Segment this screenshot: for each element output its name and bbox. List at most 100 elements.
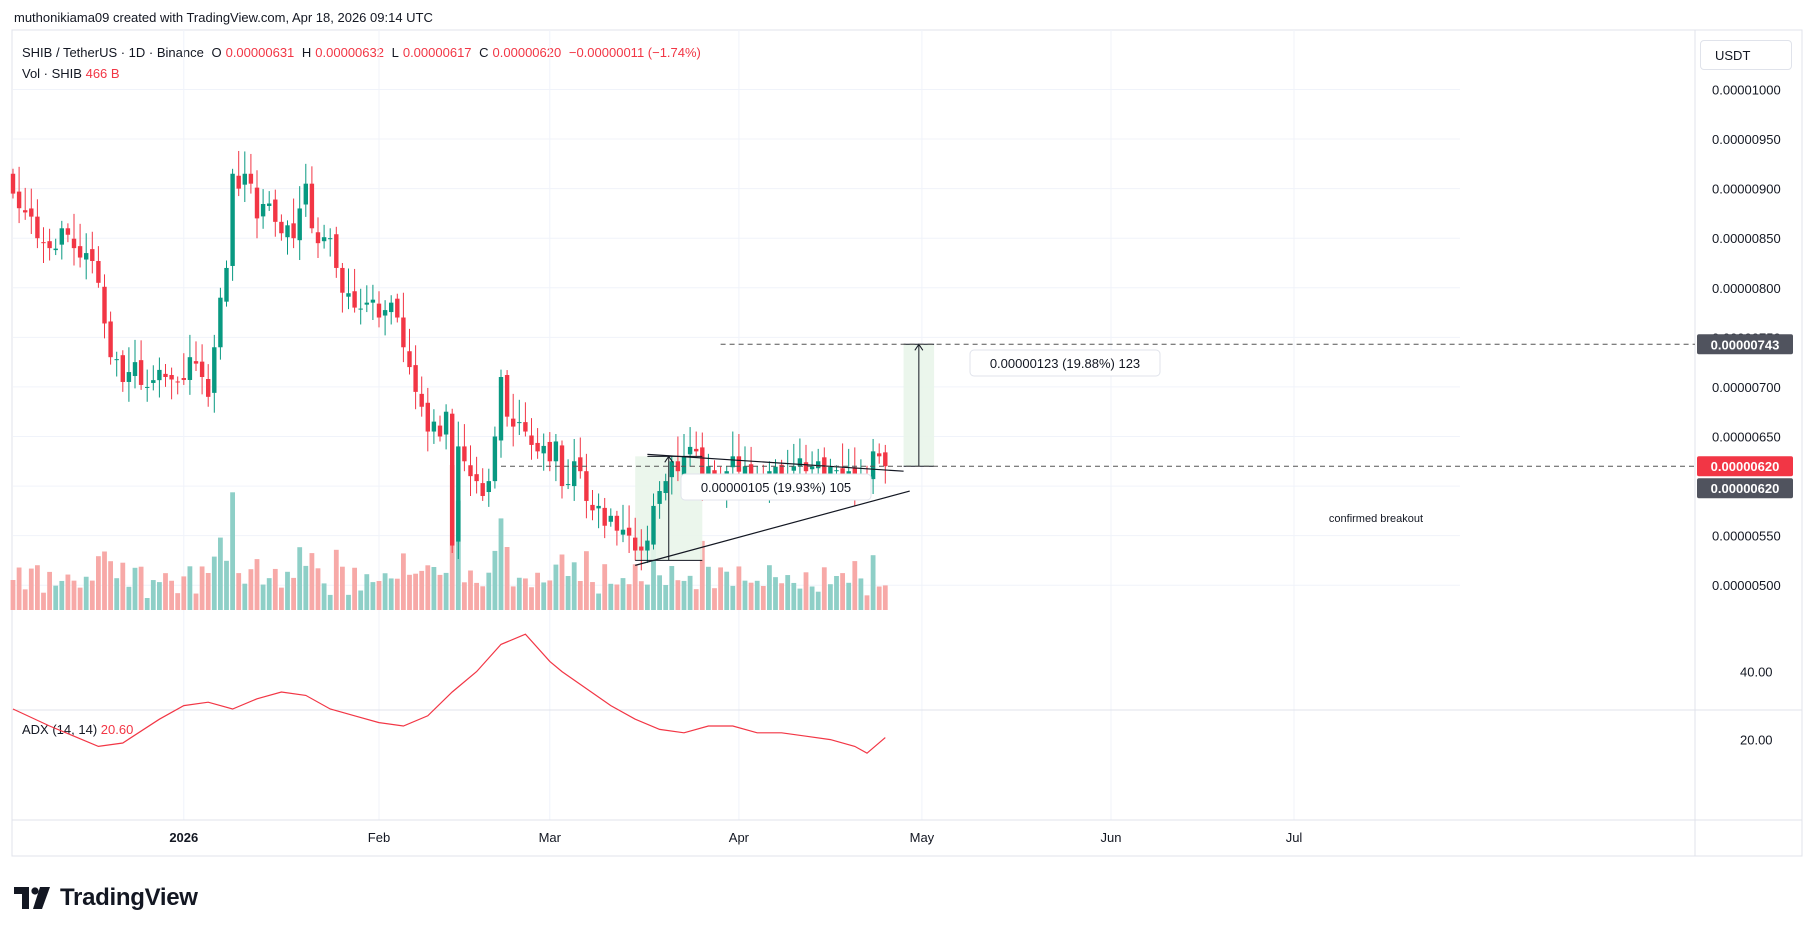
candle-body[interactable]: [450, 413, 455, 546]
volume-label[interactable]: Vol · SHIB: [22, 66, 82, 81]
candle-body[interactable]: [535, 442, 540, 452]
candle-body[interactable]: [816, 461, 821, 469]
candle-body[interactable]: [547, 441, 552, 462]
candle-body[interactable]: [206, 378, 211, 397]
candle-body[interactable]: [657, 491, 662, 504]
candle-body[interactable]: [309, 183, 315, 229]
candle-body[interactable]: [401, 317, 406, 348]
candle-body[interactable]: [437, 425, 443, 437]
candle-body[interactable]: [59, 228, 64, 245]
candle-body[interactable]: [145, 386, 150, 388]
candle-body[interactable]: [157, 369, 162, 381]
candle-body[interactable]: [651, 505, 656, 545]
candle-body[interactable]: [96, 261, 101, 283]
candle-body[interactable]: [132, 362, 138, 377]
candle-body[interactable]: [877, 453, 882, 457]
candle-body[interactable]: [565, 484, 571, 486]
candle-body[interactable]: [364, 302, 369, 305]
triangle-lower-line[interactable]: [635, 490, 910, 566]
candle-body[interactable]: [468, 465, 473, 477]
candle-body[interactable]: [456, 446, 461, 542]
candle-body[interactable]: [376, 303, 382, 318]
candle-body[interactable]: [834, 470, 839, 472]
candle-body[interactable]: [395, 298, 400, 318]
candle-body[interactable]: [687, 446, 693, 455]
candle-body[interactable]: [773, 466, 778, 476]
candle-body[interactable]: [736, 456, 742, 472]
candle-body[interactable]: [279, 221, 284, 234]
candle-body[interactable]: [480, 483, 485, 496]
candle-body[interactable]: [529, 435, 534, 445]
candle-body[interactable]: [267, 203, 272, 206]
candle-body[interactable]: [633, 537, 638, 551]
candle-body[interactable]: [236, 175, 241, 189]
candle-body[interactable]: [779, 464, 784, 477]
candle-body[interactable]: [47, 241, 52, 249]
adx-label[interactable]: ADX (14, 14): [22, 722, 98, 737]
candle-body[interactable]: [431, 421, 437, 432]
candle-body[interactable]: [614, 515, 620, 531]
candle-body[interactable]: [797, 458, 803, 467]
candle-body[interactable]: [138, 360, 144, 385]
candle-body[interactable]: [297, 208, 302, 241]
candle-body[interactable]: [382, 310, 388, 316]
candle-body[interactable]: [389, 302, 394, 313]
candle-body[interactable]: [370, 299, 376, 303]
candle-body[interactable]: [151, 380, 156, 383]
candle-body[interactable]: [553, 441, 559, 462]
candle-body[interactable]: [126, 372, 132, 382]
candle-body[interactable]: [248, 173, 254, 184]
candle-body[interactable]: [828, 466, 833, 475]
candle-body[interactable]: [486, 481, 491, 493]
candle-body[interactable]: [474, 474, 479, 482]
candle-body[interactable]: [407, 351, 412, 368]
candle-body[interactable]: [108, 321, 113, 358]
candle-body[interactable]: [10, 173, 16, 194]
candle-body[interactable]: [303, 183, 308, 205]
candle-body[interactable]: [517, 422, 522, 424]
candle-body[interactable]: [187, 357, 193, 380]
candle-body[interactable]: [742, 466, 748, 476]
candle-body[interactable]: [193, 361, 199, 364]
candle-body[interactable]: [315, 232, 321, 244]
candle-body[interactable]: [358, 308, 363, 310]
candle-body[interactable]: [35, 216, 40, 239]
triangle-upper-line[interactable]: [647, 453, 904, 472]
candle-body[interactable]: [413, 365, 418, 392]
candle-body[interactable]: [791, 466, 796, 471]
candle-body[interactable]: [321, 237, 327, 242]
candle-body[interactable]: [663, 481, 668, 494]
candle-body[interactable]: [602, 507, 607, 526]
candle-body[interactable]: [84, 253, 89, 260]
candle-body[interactable]: [572, 461, 577, 487]
candle-body[interactable]: [328, 238, 333, 240]
candle-body[interactable]: [712, 470, 717, 477]
candle-body[interactable]: [492, 436, 498, 482]
candle-body[interactable]: [425, 402, 430, 432]
candle-body[interactable]: [645, 540, 650, 551]
candle-body[interactable]: [169, 375, 174, 380]
candle-body[interactable]: [23, 210, 28, 213]
candle-body[interactable]: [346, 293, 351, 297]
candle-body[interactable]: [596, 505, 601, 509]
candle-body[interactable]: [694, 448, 699, 452]
candle-body[interactable]: [730, 456, 735, 468]
candle-body[interactable]: [254, 187, 260, 219]
candle-body[interactable]: [504, 375, 510, 417]
candle-body[interactable]: [41, 242, 46, 244]
candle-body[interactable]: [352, 291, 357, 308]
candle-body[interactable]: [584, 471, 589, 501]
candle-body[interactable]: [883, 452, 888, 467]
tradingview-logo[interactable]: TradingView: [14, 884, 198, 912]
candle-body[interactable]: [291, 223, 296, 239]
candle-body[interactable]: [498, 377, 504, 441]
candle-body[interactable]: [870, 451, 876, 480]
candle-body[interactable]: [334, 234, 339, 268]
candle-body[interactable]: [53, 248, 58, 251]
candle-body[interactable]: [120, 355, 125, 382]
candle-body[interactable]: [541, 445, 546, 454]
candle-body[interactable]: [224, 267, 229, 302]
candle-body[interactable]: [590, 504, 595, 511]
candle-body[interactable]: [230, 173, 235, 266]
